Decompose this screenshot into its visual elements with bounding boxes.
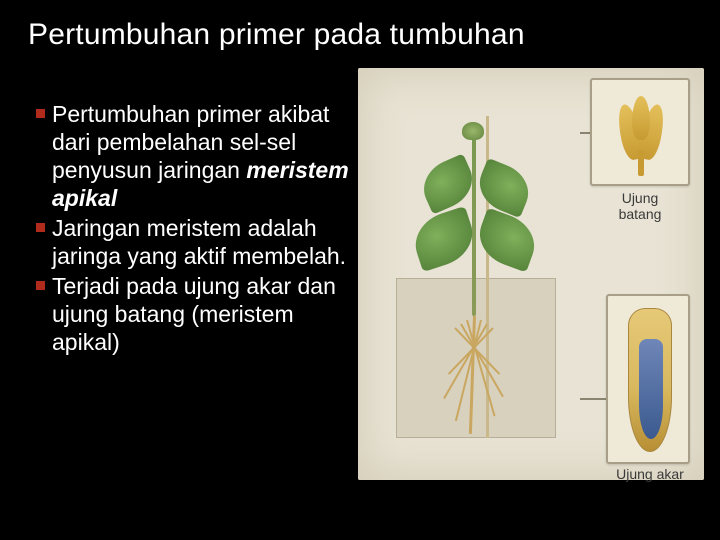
leaf-icon (472, 158, 537, 218)
bullet-item: Pertumbuhan primer akibat dari pembelaha… (36, 100, 358, 212)
stem (472, 128, 476, 316)
figure-panel: Ujung batang Ujung akar (358, 68, 704, 480)
text-column: Pertumbuhan primer akibat dari pembelaha… (28, 100, 358, 358)
root-tip-icon (628, 308, 672, 452)
bullet-item: Jaringan meristem adalah jaringa yang ak… (36, 214, 358, 270)
label-text: Ujung (622, 190, 659, 206)
root-tip-label: Ujung akar (602, 466, 698, 482)
leaf-icon (415, 153, 480, 214)
plant-illustration (374, 98, 579, 450)
label-text: batang (619, 206, 662, 222)
leaf-icon (472, 208, 543, 273)
bullet-list: Pertumbuhan primer akibat dari pembelaha… (36, 100, 358, 356)
bullet-text: Jaringan meristem adalah jaringa yang ak… (52, 215, 346, 269)
shoot-apex (462, 122, 484, 140)
slide: Pertumbuhan primer pada tumbuhan Pertumb… (0, 0, 720, 540)
bullet-item: Terjadi pada ujung akar dan ujung batang… (36, 272, 358, 356)
shoot-tip-icon (620, 94, 664, 174)
bullet-text: Terjadi pada ujung akar dan ujung batang… (52, 273, 336, 355)
slide-title: Pertumbuhan primer pada tumbuhan (28, 18, 696, 52)
shoot-tip-label: Ujung batang (590, 190, 690, 222)
leaf-icon (408, 206, 481, 272)
root-tip-callout (606, 294, 690, 464)
shoot-tip-callout (590, 78, 690, 186)
connector-line (580, 398, 608, 400)
